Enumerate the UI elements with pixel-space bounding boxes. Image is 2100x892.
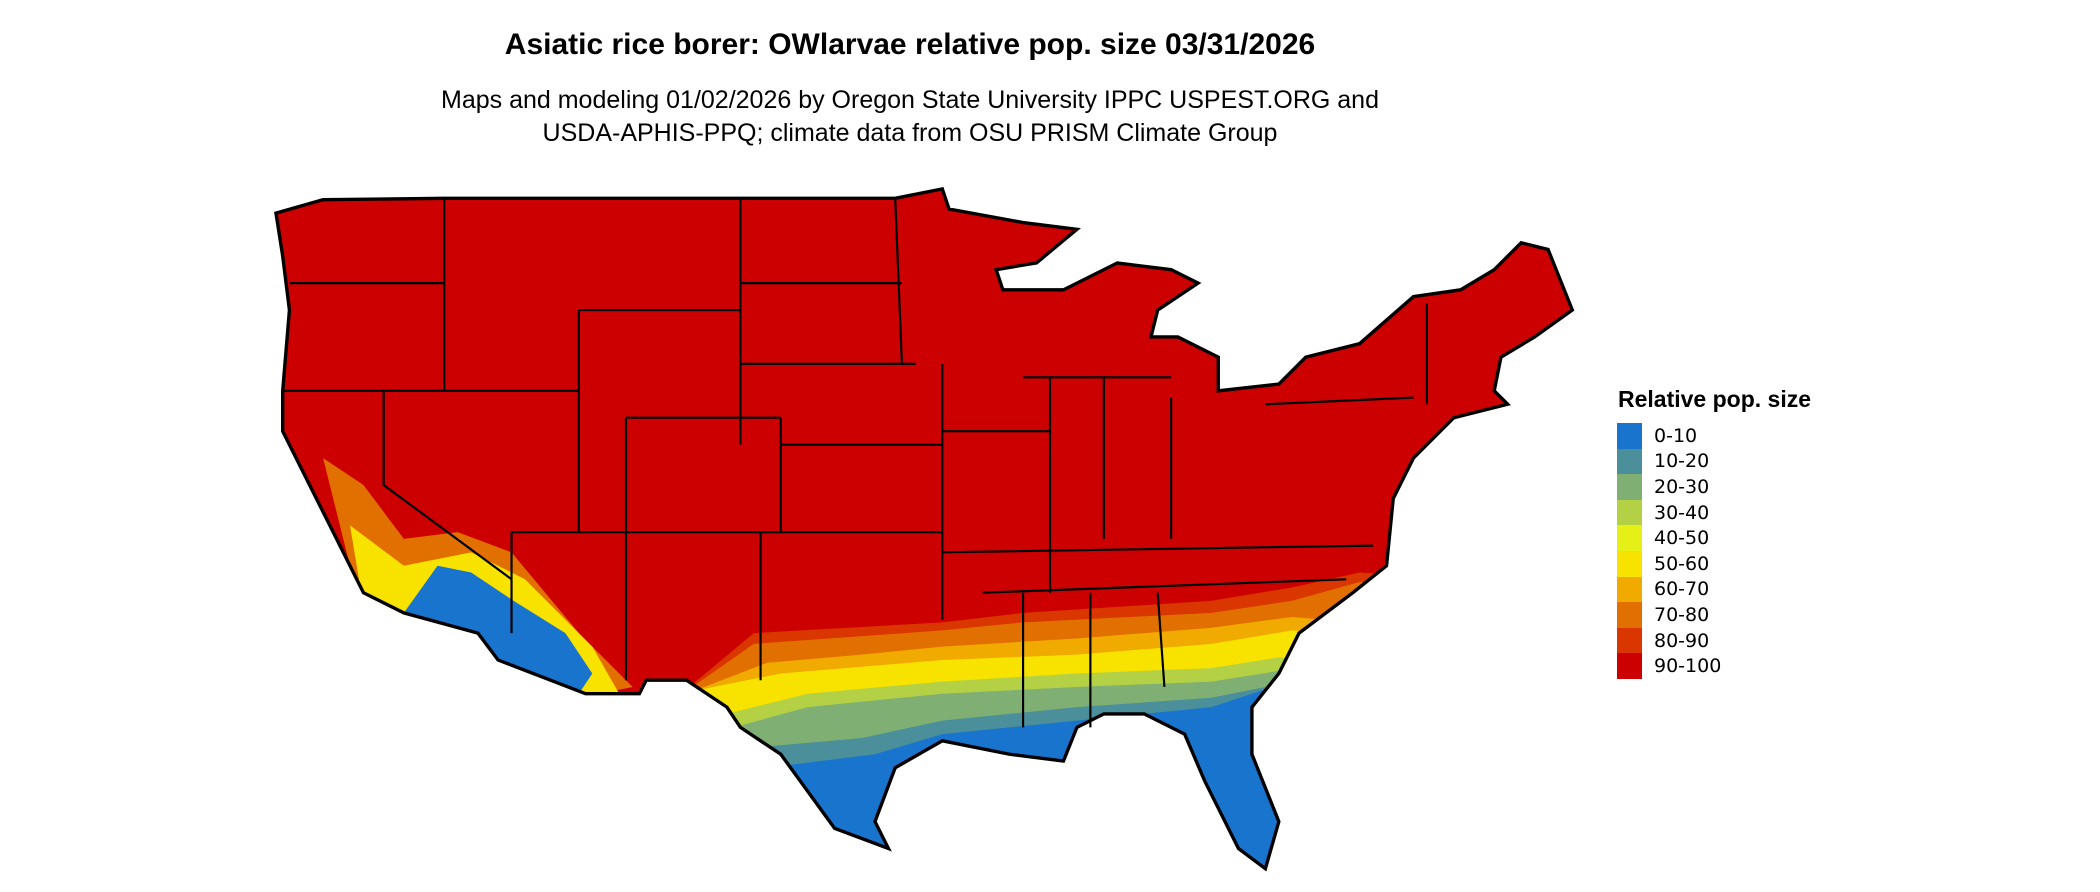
legend-item: 90-100	[1617, 653, 1811, 679]
legend-item: 70-80	[1617, 602, 1811, 628]
legend-swatch	[1617, 474, 1642, 500]
map-subtitle: Maps and modeling 01/02/2026 by Oregon S…	[0, 84, 1820, 150]
subtitle-line-2: USDA-APHIS-PPQ; climate data from OSU PR…	[542, 119, 1278, 147]
legend-swatch	[1617, 525, 1642, 551]
legend-swatch	[1617, 602, 1642, 628]
legend-item: 10-20	[1617, 448, 1811, 475]
legend-label: 80-90	[1654, 629, 1710, 652]
legend-label: 70-80	[1654, 603, 1710, 626]
legend-label: 50-60	[1654, 552, 1710, 575]
legend-items: 0-10 10-20 20-30 30-40 40-50 50-60 60-70 70-80 8…	[1617, 423, 1811, 679]
state-borders	[282, 198, 1428, 728]
legend-swatch	[1617, 423, 1642, 449]
legend-swatch	[1617, 576, 1642, 603]
legend-item: 0-10	[1617, 423, 1811, 449]
legend-item: 80-90	[1617, 627, 1811, 654]
legend-swatch	[1617, 499, 1642, 526]
legend-label: 30-40	[1654, 501, 1710, 524]
legend-item: 40-50	[1617, 525, 1811, 551]
legend-label: 90-100	[1654, 655, 1722, 678]
legend-label: 10-20	[1654, 450, 1710, 473]
legend-label: 60-70	[1654, 578, 1710, 601]
subtitle-line-1: Maps and modeling 01/02/2026 by Oregon S…	[441, 86, 1379, 114]
legend: Relative pop. size 0-10 10-20 20-30 30-40 40…	[1617, 386, 1811, 679]
legend-swatch	[1617, 653, 1642, 679]
west-band-blue	[403, 565, 593, 694]
legend-label: 20-30	[1654, 475, 1710, 498]
legend-item: 20-30	[1617, 474, 1811, 500]
legend-label: 40-50	[1654, 527, 1710, 550]
legend-item: 50-60	[1617, 550, 1811, 577]
band-20-30	[538, 670, 1481, 869]
legend-item: 60-70	[1617, 576, 1811, 603]
band-90-100	[275, 188, 1573, 869]
map-title: Asiatic rice borer: OWlarvae relative po…	[504, 28, 1316, 61]
legend-swatch	[1617, 550, 1642, 577]
legend-label: 0-10	[1654, 424, 1698, 447]
legend-title: Relative pop. size	[1618, 386, 1812, 412]
legend-swatch	[1617, 448, 1642, 475]
legend-swatch	[1617, 627, 1642, 654]
legend-item: 30-40	[1617, 499, 1811, 526]
band-30-40	[538, 657, 1481, 869]
